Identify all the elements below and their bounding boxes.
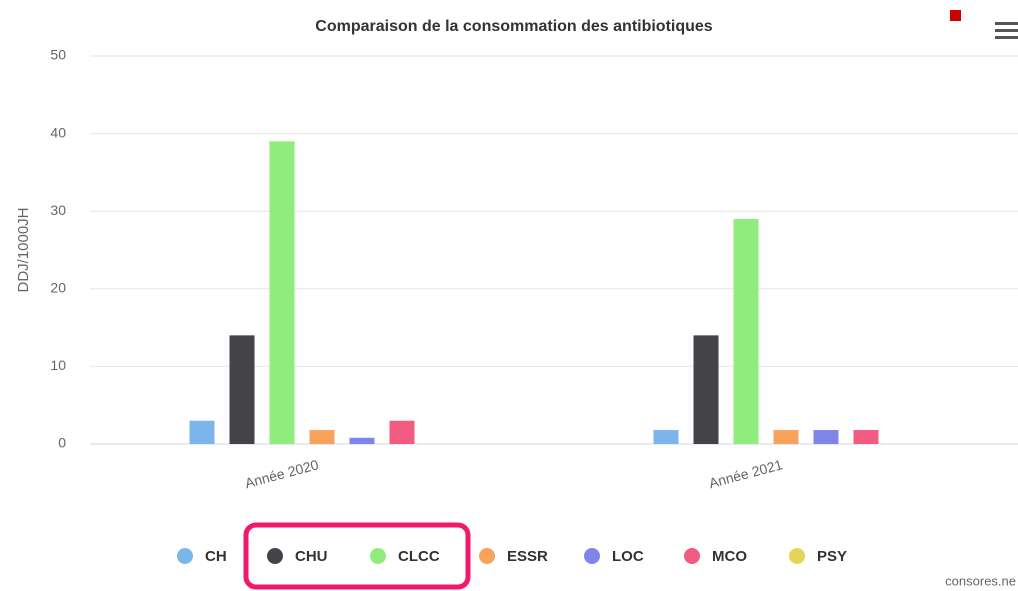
- bar: [229, 335, 255, 444]
- legend-label: ESSR: [507, 548, 548, 565]
- x-tick-label: Année 2020: [243, 456, 320, 491]
- bar: [853, 430, 879, 444]
- y-tick-label: 0: [58, 435, 66, 451]
- pdf-icon[interactable]: [950, 10, 961, 21]
- legend-label: CHU: [295, 548, 328, 565]
- bar: [349, 437, 375, 444]
- legend-marker: [684, 548, 700, 564]
- bar: [653, 430, 679, 444]
- bar: [389, 420, 415, 444]
- bar: [813, 430, 839, 444]
- y-tick-label: 30: [50, 202, 66, 218]
- x-tick-label: Année 2021: [707, 456, 784, 491]
- menu-bar: [995, 36, 1018, 39]
- legend-marker: [789, 548, 805, 564]
- legend-label: PSY: [817, 548, 847, 565]
- menu-bar: [995, 29, 1018, 32]
- y-tick-label: 50: [50, 47, 66, 63]
- bar: [309, 430, 335, 444]
- y-tick-label: 20: [50, 280, 66, 296]
- chart-title: Comparaison de la consommation des antib…: [315, 18, 713, 35]
- bar: [693, 335, 719, 444]
- credit: consores.ne: [945, 573, 1016, 588]
- legend-label: LOC: [612, 548, 644, 565]
- bar: [733, 218, 759, 444]
- legend-marker: [267, 548, 283, 564]
- menu-icon[interactable]: [995, 22, 1018, 39]
- legend-label: MCO: [712, 548, 747, 565]
- y-tick-label: 40: [50, 124, 66, 140]
- legend-marker: [584, 548, 600, 564]
- legend-marker: [177, 548, 193, 564]
- menu-bar: [995, 22, 1018, 25]
- bar: [269, 141, 295, 445]
- bar: [189, 420, 215, 444]
- legend-marker: [479, 548, 495, 564]
- y-tick-label: 10: [50, 357, 66, 373]
- legend-marker: [370, 548, 386, 564]
- legend-label: CH: [205, 548, 227, 565]
- bar: [773, 430, 799, 444]
- y-axis-label: DDJ/1000JH: [15, 207, 32, 292]
- highlight-box: [243, 522, 471, 590]
- legend-label: CLCC: [398, 548, 440, 565]
